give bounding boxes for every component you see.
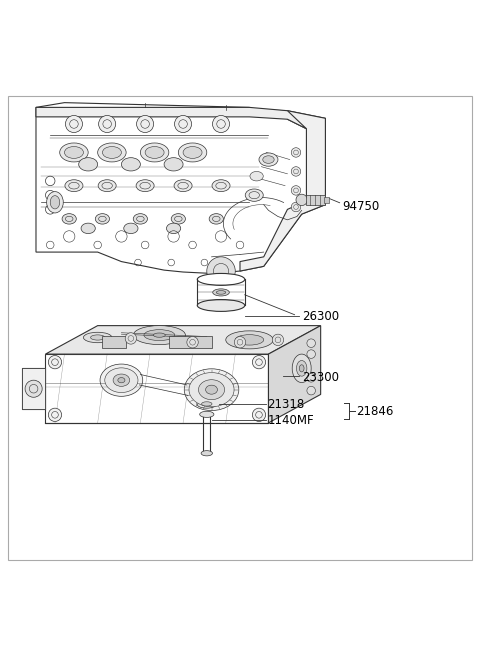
Ellipse shape [184, 369, 239, 411]
Ellipse shape [113, 374, 130, 386]
Ellipse shape [81, 223, 96, 234]
Circle shape [307, 350, 315, 358]
Text: 21318: 21318 [267, 398, 305, 411]
Circle shape [175, 115, 192, 133]
Polygon shape [268, 325, 321, 423]
Polygon shape [36, 108, 306, 129]
Ellipse shape [144, 330, 175, 340]
Circle shape [207, 257, 235, 285]
Text: 23300: 23300 [301, 371, 339, 384]
Ellipse shape [200, 411, 214, 417]
Circle shape [291, 202, 301, 212]
Ellipse shape [235, 335, 264, 345]
Circle shape [234, 337, 246, 348]
Ellipse shape [60, 143, 88, 162]
Ellipse shape [84, 333, 112, 342]
Circle shape [307, 373, 315, 382]
Text: 94750: 94750 [342, 200, 379, 213]
Ellipse shape [189, 373, 234, 407]
Text: 1140MF: 1140MF [267, 414, 314, 427]
Ellipse shape [79, 157, 97, 171]
Circle shape [272, 334, 284, 346]
Circle shape [296, 194, 307, 205]
Ellipse shape [47, 192, 63, 213]
Circle shape [252, 356, 265, 369]
Circle shape [307, 339, 315, 348]
Ellipse shape [202, 401, 212, 406]
Ellipse shape [96, 214, 109, 224]
Ellipse shape [91, 335, 105, 340]
Circle shape [125, 333, 137, 344]
Circle shape [25, 380, 42, 398]
Polygon shape [46, 354, 268, 423]
Bar [22, 368, 46, 409]
Ellipse shape [201, 451, 213, 456]
Ellipse shape [164, 157, 183, 171]
Circle shape [291, 186, 301, 195]
Ellipse shape [154, 333, 165, 337]
Ellipse shape [197, 274, 245, 285]
Circle shape [65, 115, 83, 133]
Ellipse shape [124, 223, 138, 234]
Ellipse shape [167, 223, 180, 234]
Ellipse shape [65, 180, 83, 192]
Ellipse shape [209, 214, 223, 224]
Ellipse shape [205, 385, 217, 394]
Circle shape [291, 167, 301, 176]
Ellipse shape [102, 146, 121, 158]
Ellipse shape [297, 361, 307, 376]
Polygon shape [22, 368, 46, 409]
Text: 21846: 21846 [356, 405, 394, 417]
Ellipse shape [245, 189, 263, 201]
Circle shape [98, 115, 116, 133]
Ellipse shape [197, 400, 217, 408]
Bar [324, 197, 329, 203]
Ellipse shape [179, 143, 207, 162]
Polygon shape [46, 325, 321, 354]
Ellipse shape [171, 214, 185, 224]
Ellipse shape [174, 180, 192, 192]
Ellipse shape [213, 289, 229, 296]
Text: 26300: 26300 [301, 310, 339, 323]
Circle shape [48, 356, 61, 369]
Ellipse shape [292, 354, 311, 382]
Bar [306, 195, 325, 205]
Ellipse shape [64, 146, 84, 158]
Ellipse shape [250, 171, 263, 181]
Ellipse shape [97, 143, 126, 162]
Circle shape [252, 408, 265, 421]
Ellipse shape [140, 143, 169, 162]
Ellipse shape [118, 378, 125, 383]
Ellipse shape [133, 214, 147, 224]
FancyBboxPatch shape [169, 336, 212, 348]
Circle shape [307, 386, 315, 395]
Ellipse shape [62, 214, 76, 224]
Circle shape [187, 337, 198, 348]
Ellipse shape [98, 180, 116, 192]
Ellipse shape [263, 155, 274, 163]
Ellipse shape [100, 364, 143, 396]
Ellipse shape [50, 195, 60, 209]
Ellipse shape [197, 300, 245, 312]
Ellipse shape [183, 146, 202, 158]
Ellipse shape [226, 331, 273, 349]
FancyBboxPatch shape [102, 336, 126, 348]
Ellipse shape [121, 157, 140, 171]
Ellipse shape [216, 291, 226, 294]
Circle shape [48, 408, 61, 421]
Ellipse shape [199, 380, 225, 400]
Circle shape [137, 115, 154, 133]
Ellipse shape [105, 368, 138, 392]
Polygon shape [240, 111, 325, 271]
Ellipse shape [300, 365, 304, 372]
Circle shape [213, 115, 229, 133]
Ellipse shape [133, 325, 185, 344]
Ellipse shape [212, 180, 230, 192]
Ellipse shape [136, 180, 154, 192]
Ellipse shape [259, 153, 278, 166]
Polygon shape [36, 102, 325, 274]
Ellipse shape [145, 146, 164, 158]
Circle shape [291, 148, 301, 157]
